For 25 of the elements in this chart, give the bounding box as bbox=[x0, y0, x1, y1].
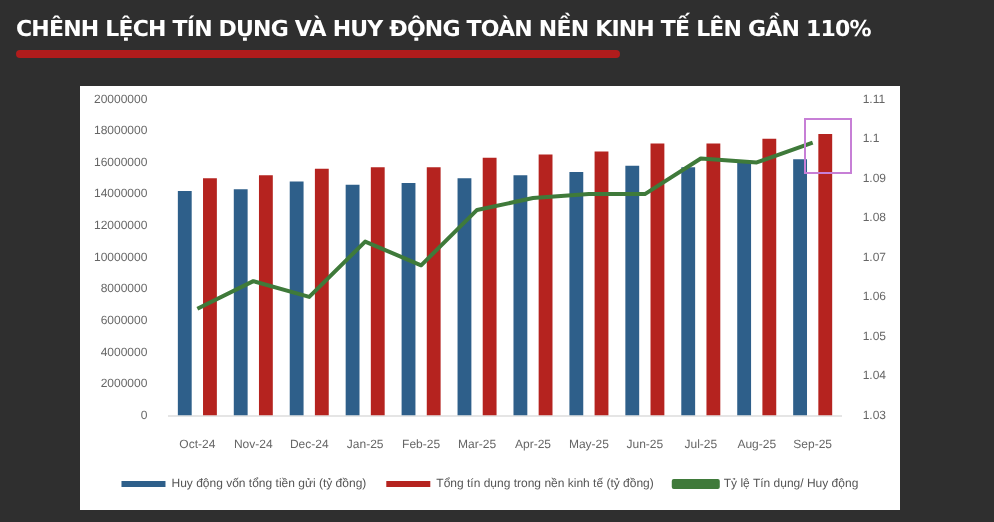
bar bbox=[594, 151, 609, 416]
bar bbox=[345, 184, 360, 416]
chart-title: CHÊNH LỆCH TÍN DỤNG VÀ HUY ĐỘNG TOÀN NỀN KINH TẾ LÊN GẦN 110% bbox=[16, 16, 871, 42]
bar bbox=[426, 167, 441, 416]
bar bbox=[401, 183, 416, 416]
bar bbox=[538, 154, 553, 416]
bar bbox=[370, 167, 385, 416]
bar bbox=[681, 167, 696, 416]
bar bbox=[289, 181, 304, 416]
bar bbox=[625, 165, 640, 416]
bar bbox=[793, 159, 808, 416]
bar bbox=[569, 171, 584, 416]
bar bbox=[737, 162, 752, 416]
bar bbox=[233, 189, 248, 416]
bar bbox=[513, 175, 528, 416]
bar bbox=[203, 178, 217, 416]
bar bbox=[706, 143, 721, 416]
bar bbox=[314, 168, 329, 416]
bar bbox=[457, 178, 472, 416]
bar bbox=[650, 143, 665, 416]
bar bbox=[482, 157, 497, 416]
bar bbox=[258, 175, 273, 416]
bar bbox=[818, 134, 833, 416]
bar bbox=[177, 190, 192, 416]
bar bbox=[762, 138, 777, 416]
